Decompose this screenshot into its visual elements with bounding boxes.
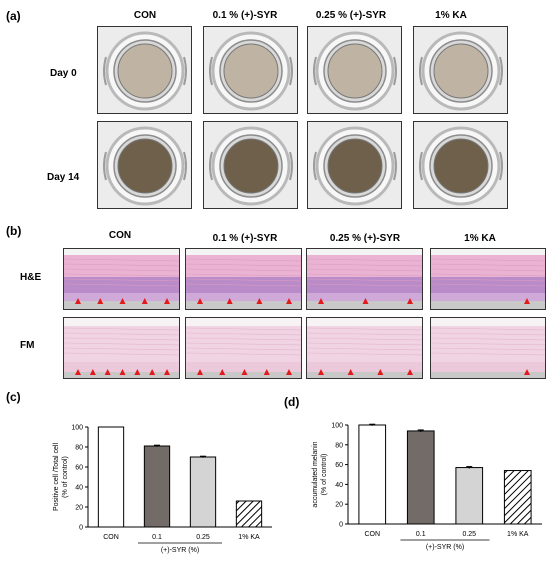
group-label: (+)-SYR (%) bbox=[161, 547, 199, 554]
marker-arrow bbox=[407, 298, 413, 304]
well-photo-day14-1 bbox=[203, 121, 298, 209]
panel-b-row-fm: FM bbox=[20, 340, 35, 351]
panel-b-col-syr025: 0.25 % (+)-SYR bbox=[329, 233, 401, 244]
well-photo-day14-3 bbox=[413, 121, 508, 209]
panel-a-col-con: CON bbox=[133, 10, 157, 21]
y-tick-label: 100 bbox=[71, 425, 83, 432]
y-tick-label: 0 bbox=[339, 522, 343, 529]
histology-he-2 bbox=[306, 248, 423, 310]
marker-arrow bbox=[149, 369, 156, 375]
y-tick-label: 60 bbox=[75, 465, 83, 472]
marker-arrow bbox=[119, 298, 126, 304]
well-photo-day0-1 bbox=[203, 26, 298, 114]
panel-a-row-day14: Day 14 bbox=[47, 172, 80, 183]
marker-arrow bbox=[97, 298, 104, 304]
marker-arrow bbox=[524, 369, 530, 375]
marker-arrow bbox=[524, 298, 530, 304]
y-tick-label: 0 bbox=[79, 525, 83, 532]
x-tick-label: 0.1 bbox=[416, 531, 426, 538]
marker-arrow bbox=[256, 298, 263, 304]
marker-arrow bbox=[141, 298, 148, 304]
y-tick-label: 100 bbox=[331, 423, 343, 430]
bar-0-25 bbox=[189, 456, 217, 528]
marker-arrow bbox=[318, 369, 324, 375]
marker-arrow bbox=[197, 298, 203, 304]
y-tick-label: 20 bbox=[75, 505, 83, 512]
y-tick-label: 20 bbox=[335, 502, 343, 509]
marker-arrow bbox=[318, 298, 324, 304]
panel-d-chart: 0 20 40 60 80 100 accumulated melanin (% of con… bbox=[312, 423, 542, 551]
marker-arrow bbox=[219, 369, 226, 375]
marker-arrow bbox=[226, 298, 233, 304]
marker-arrow bbox=[104, 369, 111, 375]
marker-arrow bbox=[134, 369, 141, 375]
marker-arrow bbox=[241, 369, 248, 375]
y-tick-label: 60 bbox=[335, 462, 343, 469]
x-tick-label: 1% KA bbox=[238, 534, 260, 541]
histology-fm-0 bbox=[63, 317, 180, 379]
y-axis-label: accumulated melanin (% of control) bbox=[312, 441, 328, 507]
marker-arrow bbox=[164, 298, 170, 304]
bar-0-25 bbox=[455, 467, 484, 525]
marker-arrow bbox=[362, 298, 369, 304]
marker-arrow bbox=[89, 369, 96, 375]
histology-fm-2 bbox=[306, 317, 423, 379]
histology-fm-1 bbox=[185, 317, 302, 379]
panel-b-col-ka: 1% KA bbox=[464, 233, 496, 244]
x-tick-label: 0.1 bbox=[152, 534, 162, 541]
x-tick-label: 1% KA bbox=[507, 531, 529, 538]
panel-b-row-he: H&E bbox=[20, 272, 42, 283]
group-label: (+)-SYR (%) bbox=[426, 544, 464, 551]
marker-arrow bbox=[347, 369, 354, 375]
x-tick-label: CON bbox=[103, 534, 119, 541]
marker-arrow bbox=[75, 369, 81, 375]
x-tick-label: 0.25 bbox=[462, 531, 476, 538]
well-photo-day14-2 bbox=[307, 121, 402, 209]
bar-con bbox=[358, 424, 387, 525]
histology-he-0 bbox=[63, 248, 180, 310]
panel-b-col-syr01: 0.1 % (+)-SYR bbox=[212, 233, 278, 244]
marker-arrow bbox=[407, 369, 413, 375]
marker-arrow bbox=[164, 369, 170, 375]
bar-0-1 bbox=[406, 430, 435, 525]
well-photo-day0-3 bbox=[413, 26, 508, 114]
panel-c-chart: 0 20 40 60 80 100 Positive cell /Total cell (% … bbox=[53, 425, 272, 554]
panel-a-col-ka: 1% KA bbox=[435, 10, 467, 21]
well-photo-day14-0 bbox=[97, 121, 192, 209]
y-tick-label: 40 bbox=[75, 485, 83, 492]
marker-arrow bbox=[377, 369, 384, 375]
panel-a-col-syr025: 0.25 % (+)-SYR bbox=[315, 10, 387, 21]
bar-0-1 bbox=[143, 445, 171, 528]
bar-1-ka bbox=[503, 470, 532, 525]
panel-d-label: (d) bbox=[284, 395, 300, 409]
y-tick-label: 80 bbox=[75, 445, 83, 452]
histology-he-1 bbox=[185, 248, 302, 310]
well-photo-day0-0 bbox=[97, 26, 192, 114]
histology-fm-3 bbox=[430, 317, 546, 379]
x-tick-label: CON bbox=[364, 531, 380, 538]
panel-a-label: (a) bbox=[6, 9, 21, 23]
bar-1-ka bbox=[235, 500, 263, 528]
x-tick-label: 0.25 bbox=[196, 534, 210, 541]
panel-a-row-day0: Day 0 bbox=[50, 68, 77, 79]
panel-a-col-syr01: 0.1 % (+)-SYR bbox=[212, 10, 278, 21]
bar-con bbox=[97, 426, 125, 528]
panel-b-col-con: CON bbox=[108, 230, 132, 241]
histology-he-3 bbox=[430, 248, 546, 310]
panel-c-label: (c) bbox=[6, 390, 21, 404]
y-axis-label: Positive cell /Total cell (% of control) bbox=[53, 443, 69, 512]
marker-arrow bbox=[119, 369, 126, 375]
marker-arrow bbox=[286, 298, 292, 304]
well-photo-day0-2 bbox=[307, 26, 402, 114]
marker-arrow bbox=[286, 369, 292, 375]
y-tick-label: 80 bbox=[335, 442, 343, 449]
marker-arrow bbox=[263, 369, 270, 375]
marker-arrow bbox=[197, 369, 203, 375]
y-tick-label: 40 bbox=[335, 482, 343, 489]
marker-arrow bbox=[75, 298, 81, 304]
panel-b-label: (b) bbox=[6, 224, 22, 238]
